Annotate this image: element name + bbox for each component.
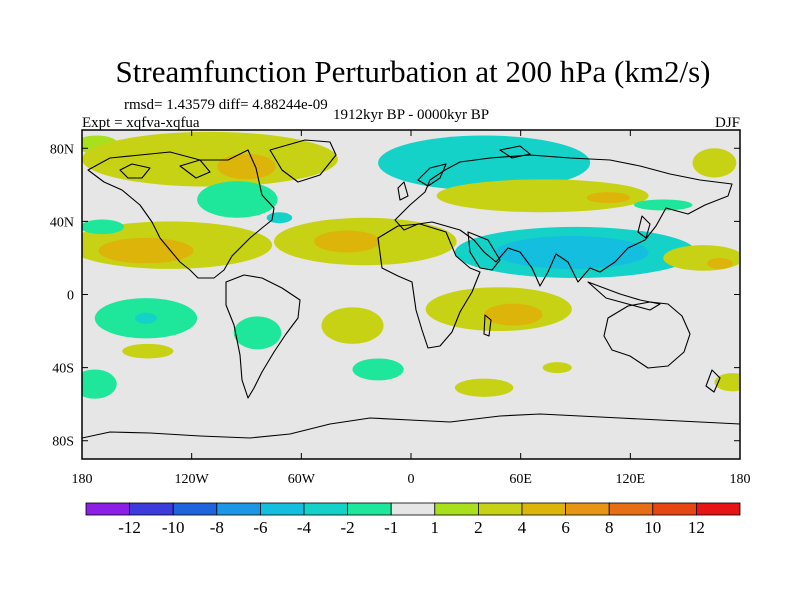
coast-south-america — [225, 274, 301, 399]
anomaly-blob-19 — [495, 236, 649, 269]
anomaly-blob-17 — [692, 148, 737, 178]
anomaly-fills — [82, 131, 740, 399]
coast-greenland — [269, 139, 337, 183]
colorbar-swatch-6 — [347, 502, 392, 516]
coast-scandinavia — [417, 163, 447, 187]
coast-madagascar — [483, 314, 492, 337]
colorbar-label-0: -12 — [118, 518, 141, 537]
colorbar-label-3: -6 — [253, 518, 267, 537]
colorbar-swatch-1 — [129, 502, 174, 516]
colorbar-swatch-10 — [521, 502, 566, 516]
colorbar-swatch-11 — [565, 502, 610, 516]
colorbar-swatch-13 — [652, 502, 697, 516]
anomaly-blob-15 — [586, 192, 631, 204]
stats-string: rmsd= 1.43579 diff= 4.88244e-09 — [124, 97, 328, 113]
y-tick-label-1: 40N — [50, 215, 74, 230]
anomaly-blob-16 — [633, 199, 693, 211]
anomaly-blob-2 — [217, 153, 276, 180]
colorbar-label-10: 6 — [561, 518, 570, 537]
colorbar-label-5: -2 — [341, 518, 355, 537]
y-tick-label-2: 0 — [67, 289, 74, 304]
anomaly-blob-26 — [233, 316, 282, 350]
anomaly-blob-21 — [707, 257, 733, 269]
x-axis: 180 120W 60W 0 60E 120E 180 — [72, 130, 751, 487]
coast-uk — [397, 181, 409, 201]
anomaly-blob-3 — [193, 146, 220, 158]
coast-indonesia — [587, 281, 661, 311]
colorbar-label-1: -10 — [162, 518, 185, 537]
colorbar-label-6: -1 — [384, 518, 398, 537]
colorbar-swatch-14 — [696, 502, 741, 516]
anomaly-blob-31 — [454, 378, 514, 397]
colorbar-swatch-5 — [303, 502, 348, 516]
coast-japan — [637, 215, 651, 239]
anomaly-blob-14 — [436, 179, 649, 213]
colorbar-swatch-7 — [390, 502, 436, 516]
y-tick-label-0: 80N — [50, 142, 74, 157]
anomaly-blob-11 — [82, 219, 125, 235]
colorbar-label-8: 2 — [474, 518, 483, 537]
anomaly-blob-29 — [82, 369, 117, 399]
x-tick-label-2: 60W — [288, 472, 316, 487]
colorbar-label-9: 4 — [518, 518, 527, 537]
colorbar-label-7: 1 — [431, 518, 440, 537]
x-tick-label-5: 120E — [616, 472, 646, 487]
x-tick-label-1: 120W — [175, 472, 210, 487]
coast-north-america — [87, 149, 275, 279]
coast-arctic-islands — [119, 145, 531, 179]
anomaly-blob-33 — [714, 373, 740, 392]
coast-arabia — [467, 231, 501, 271]
colorbar-label-4: -4 — [297, 518, 312, 537]
colorbar-swatch-9 — [477, 502, 523, 516]
coast-europe-asia — [394, 154, 733, 287]
colorbar-swatch-2 — [172, 502, 218, 516]
x-tick-label-6: 180 — [730, 472, 751, 487]
experiment-label: Expt = xqfva-xqfua — [82, 115, 200, 131]
anomaly-blob-10 — [314, 230, 380, 253]
anomaly-blob-30 — [352, 358, 404, 381]
colorbar: -12 -10 -8 -6 -4 -2 -1 1 2 4 6 8 10 12 — [85, 502, 741, 537]
coast-new-zealand — [705, 369, 721, 393]
colorbar-swatch-3 — [216, 502, 261, 516]
y-tick-label-4: 80S — [52, 435, 74, 450]
colorbar-swatch-0 — [85, 502, 130, 516]
anomaly-blob-23 — [484, 303, 543, 326]
anomaly-blob-9 — [98, 237, 194, 264]
anomaly-blob-28 — [122, 343, 174, 359]
coast-africa — [377, 223, 481, 349]
colorbar-label-2: -8 — [210, 518, 224, 537]
coast-antarctica — [82, 413, 740, 439]
anomaly-blob-5 — [197, 181, 278, 218]
x-tick-label-3: 0 — [408, 472, 415, 487]
y-axis: 80N 40N 0 40S 80S — [50, 142, 740, 450]
y-tick-label-3: 40S — [52, 362, 74, 377]
coast-australia — [603, 301, 691, 369]
coastlines — [82, 139, 740, 439]
colorbar-label-12: 10 — [644, 518, 661, 537]
colorbar-swatch-4 — [259, 502, 305, 516]
anomaly-blob-32 — [542, 362, 572, 374]
x-tick-label-4: 60E — [509, 472, 532, 487]
anomaly-blob-13 — [442, 142, 538, 165]
x-tick-label-0: 180 — [72, 472, 93, 487]
colorbar-swatch-12 — [608, 502, 654, 516]
anomaly-blob-25 — [135, 312, 157, 324]
time-range-label: 1912kyr BP - 0000kyr BP — [333, 107, 489, 123]
anomaly-blob-4 — [94, 148, 125, 160]
chart-title: Streamfunction Perturbation at 200 hPa (… — [116, 54, 711, 89]
anomaly-blob-1 — [82, 131, 338, 187]
colorbar-swatch-8 — [434, 502, 479, 516]
anomaly-blob-27 — [321, 307, 384, 344]
anomaly-blob-20 — [663, 245, 740, 271]
colorbar-label-11: 8 — [605, 518, 614, 537]
colorbar-label-13: 12 — [688, 518, 705, 537]
season-label: DJF — [715, 115, 740, 131]
